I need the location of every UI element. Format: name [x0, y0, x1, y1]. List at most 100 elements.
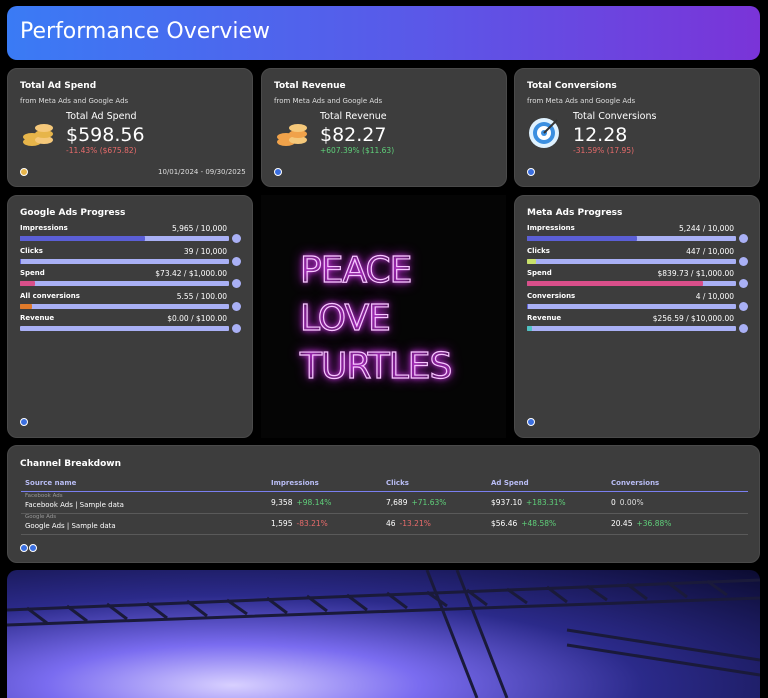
- progress-track: [20, 326, 229, 331]
- column-header: Ad Spend: [491, 479, 529, 487]
- row-name: Google Ads | Sample data: [25, 522, 116, 530]
- source-icon: [29, 544, 37, 552]
- kpi-subtitle: from Meta Ads and Google Ads: [20, 97, 129, 105]
- column-header: Source name: [25, 479, 77, 487]
- cell-value: 0: [611, 498, 616, 507]
- cell-value: 20.45: [611, 519, 633, 528]
- progress-value: $256.59 / $10,000.00: [652, 314, 734, 323]
- kpi-label: Total Revenue: [320, 111, 387, 122]
- cell-value: $937.10: [491, 498, 523, 507]
- progress-knob: [232, 324, 241, 333]
- kpi-icon: [20, 116, 54, 150]
- kpi-label: Total Conversions: [573, 111, 657, 122]
- progress-fill: [527, 326, 533, 331]
- center-image: PEACE LOVE TURTLES: [261, 195, 506, 438]
- cell-change: +71.63%: [411, 498, 447, 507]
- progress-label: Revenue: [20, 314, 55, 322]
- progress-track: [20, 281, 229, 286]
- progress-label: Clicks: [20, 246, 43, 255]
- progress-label: Conversions: [527, 291, 576, 300]
- progress-value: $839.73 / $1,000.00: [657, 269, 734, 278]
- cell-change: +48.58%: [521, 519, 557, 528]
- row-rule: [21, 513, 748, 514]
- progress-fill: [20, 236, 145, 241]
- column-header: Clicks: [386, 479, 409, 487]
- progress-card: Meta Ads Progress Impressions 5,244 / 10,0…: [514, 195, 760, 438]
- progress-knob: [739, 324, 748, 333]
- progress-label: Clicks: [527, 246, 550, 255]
- progress-knob: [739, 256, 748, 266]
- progress-label: Impressions: [527, 224, 575, 232]
- source-icon: [527, 168, 535, 176]
- progress-label: Impressions: [20, 224, 68, 232]
- progress-fill: [20, 258, 21, 264]
- kpi-title: Total Conversions: [527, 81, 617, 91]
- cell-change: +183.31%: [526, 498, 566, 507]
- progress-knob: [232, 256, 241, 266]
- progress-card: Google Ads Progress Impressions 5,965 / 10…: [7, 195, 253, 438]
- progress-label: Spend: [527, 269, 552, 277]
- cell-change: 0.00%: [619, 498, 644, 507]
- neon-text: TURTLES: [299, 346, 453, 387]
- table-card: Channel Breakdown Source name Impressions C…: [7, 445, 760, 563]
- row-source: Google Ads: [25, 514, 57, 520]
- progress-track: [527, 258, 736, 264]
- kpi-title: Total Revenue: [274, 81, 346, 91]
- kpi-subtitle: from Meta Ads and Google Ads: [274, 97, 383, 105]
- page-title: Performance Overview: [20, 19, 270, 44]
- kpi-subtitle: from Meta Ads and Google Ads: [527, 97, 636, 105]
- progress-value: 5.55 / 100.00: [176, 291, 227, 301]
- table-title: Channel Breakdown: [20, 459, 122, 469]
- kpi-icon: [274, 116, 308, 150]
- column-header: Conversions: [611, 479, 660, 487]
- kpi-value: $598.56: [66, 124, 145, 146]
- row-source: Facebook Ads: [25, 493, 63, 499]
- progress-knob: [232, 234, 241, 243]
- progress-value: $73.42 / $1,000.00: [155, 269, 227, 278]
- kpi-change: -31.59% (17.95): [573, 146, 635, 155]
- neon-text: PEACE: [299, 250, 413, 291]
- progress-value: 39 / 10,000: [183, 246, 227, 256]
- kpi-date-range: 10/01/2024 - 09/30/2025: [158, 168, 246, 176]
- cell-change: +36.88%: [636, 519, 672, 528]
- progress-fill: [20, 303, 32, 309]
- kpi-title: Total Ad Spend: [20, 81, 97, 91]
- stage-photo: [7, 570, 760, 698]
- neon-text: LOVE: [299, 298, 391, 339]
- kpi-value: 12.28: [573, 124, 628, 146]
- cell-change: -13.21%: [399, 519, 431, 528]
- progress-knob: [232, 301, 241, 311]
- progress-value: 447 / 10,000: [686, 246, 734, 256]
- cell-change: +98.14%: [296, 498, 332, 507]
- cell-value: 1,595: [271, 519, 293, 528]
- source-icon: [20, 544, 28, 552]
- row-name: Facebook Ads | Sample data: [25, 501, 124, 509]
- kpi-card: Total Conversions from Meta Ads and Googl…: [514, 68, 760, 187]
- progress-label: Revenue: [527, 314, 562, 322]
- kpi-icon: [527, 116, 561, 150]
- source-icon: [20, 168, 28, 176]
- kpi-change: -11.43% ($675.82): [66, 146, 137, 155]
- progress-value: 5,244 / 10,000: [678, 224, 734, 233]
- progress-track: [20, 258, 229, 264]
- progress-fill: [527, 281, 703, 286]
- cell-value: 9,358: [271, 498, 293, 507]
- progress-fill: [20, 281, 36, 286]
- truss: [7, 570, 760, 698]
- progress-track: [527, 303, 736, 309]
- kpi-change: +607.39% ($11.63): [320, 146, 395, 155]
- progress-fill: [527, 236, 637, 241]
- column-header: Impressions: [271, 479, 319, 487]
- source-icon: [527, 418, 535, 426]
- cell-value: $56.46: [491, 519, 518, 528]
- progress-title: Google Ads Progress: [20, 208, 126, 218]
- progress-label: All conversions: [20, 291, 80, 300]
- progress-track: [527, 326, 736, 331]
- progress-knob: [739, 301, 748, 311]
- progress-title: Meta Ads Progress: [527, 208, 623, 218]
- progress-knob: [739, 234, 748, 243]
- progress-fill: [527, 258, 537, 264]
- kpi-label: Total Ad Spend: [66, 111, 137, 122]
- progress-value: $0.00 / $100.00: [167, 314, 227, 323]
